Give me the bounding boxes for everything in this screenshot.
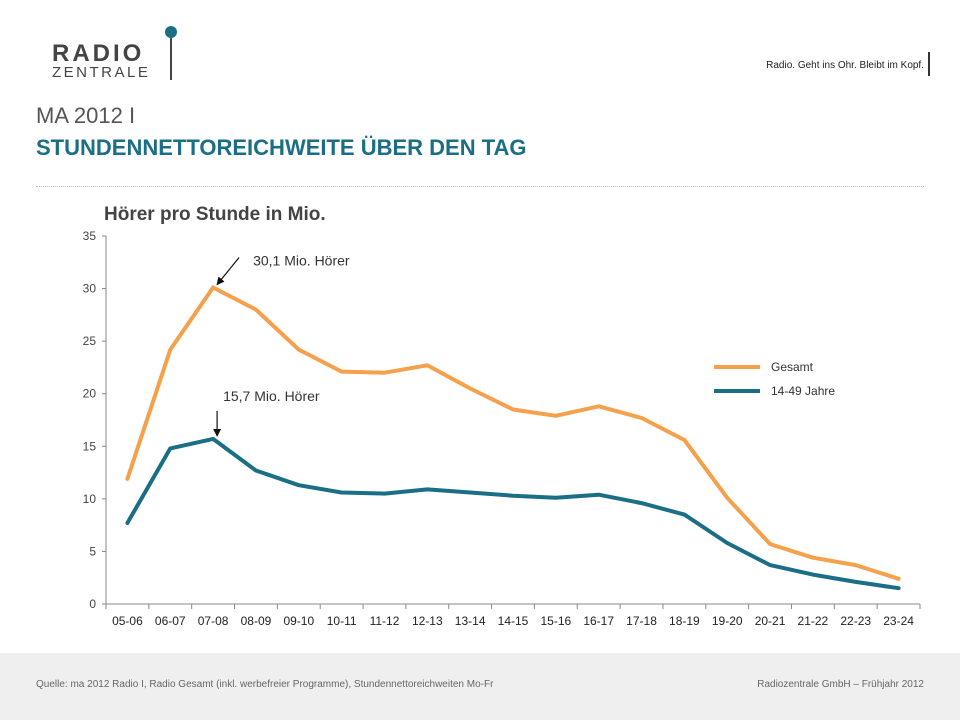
copyright: Radiozentrale GmbH – Frühjahr 2012 [757,679,924,690]
x-tick-label: 18-19 [669,614,700,628]
x-tick-label: 17-18 [626,614,657,628]
annotation-label: 30,1 Mio. Hörer [253,253,350,269]
series-line-1 [125,436,901,591]
y-tick-label: 5 [89,544,96,558]
y-tick-label: 15 [83,439,97,453]
logo-dot-icon [165,26,177,38]
footer: Quelle: ma 2012 Radio I, Radio Gesamt (i… [0,653,960,720]
tagline: Radio. Geht ins Ohr. Bleibt im Kopf. [766,60,924,71]
page-title: MA 2012 I [36,103,136,128]
legend-label: Gesamt [771,360,814,374]
x-tick-label: 19-20 [712,614,743,628]
logo-text-zentrale: ZENTRALE [52,64,151,81]
chart-legend: Gesamt 14-49 Jahre [714,360,835,398]
x-tick-label: 08-09 [241,614,272,628]
chart-axes: 0 5 10 15 20 25 30 35 05-06 06-07 07-08 08-09 09-10 1… [83,229,921,628]
header-divider [36,186,924,187]
logo-bar [170,38,172,80]
tagline-divider [928,52,930,76]
x-tick-label: 09-10 [283,614,314,628]
annotation-label: 15,7 Mio. Hörer [223,388,320,404]
x-tick-label: 05-06 [112,614,143,628]
series-line-0 [125,285,901,581]
annotation-arrow [216,257,240,286]
logo: RADIO ZENTRALE [52,26,182,81]
y-tick-label: 10 [83,492,97,506]
chart-series [125,285,901,591]
x-tick-label: 22-23 [840,614,871,628]
x-tick-label: 06-07 [155,614,186,628]
x-tick-label: 20-21 [755,614,786,628]
x-tick-label: 15-16 [540,614,571,628]
y-tick-label: 30 [83,282,97,296]
source-note: Quelle: ma 2012 Radio I, Radio Gesamt (i… [36,679,494,690]
x-tick-label: 12-13 [412,614,443,628]
x-tick-label: 16-17 [583,614,614,628]
logo-text-radio: RADIO [52,40,145,67]
y-tick-label: 0 [89,597,96,611]
x-tick-label: 13-14 [455,614,486,628]
chart-annotations: 30,1 Mio. Hörer 15,7 Mio. Hörer [213,253,350,437]
y-tick-label: 35 [83,229,97,243]
x-tick-label: 07-08 [198,614,229,628]
page-subtitle: STUNDENNETTOREICHWEITE ÜBER DEN TAG [36,135,527,160]
y-tick-label: 20 [83,387,97,401]
x-tick-label: 11-12 [370,614,400,628]
line-chart: 0 5 10 15 20 25 30 35 05-06 06-07 07-08 08-09 09-10 1… [83,229,921,628]
x-tick-label: 10-11 [327,614,357,628]
x-tick-label: 23-24 [883,614,914,628]
x-tick-label: 21-22 [798,614,829,628]
chart-title: Hörer pro Stunde in Mio. [104,204,326,225]
legend-label: 14-49 Jahre [771,384,835,398]
y-tick-label: 25 [83,334,97,348]
x-tick-label: 14-15 [498,614,529,628]
